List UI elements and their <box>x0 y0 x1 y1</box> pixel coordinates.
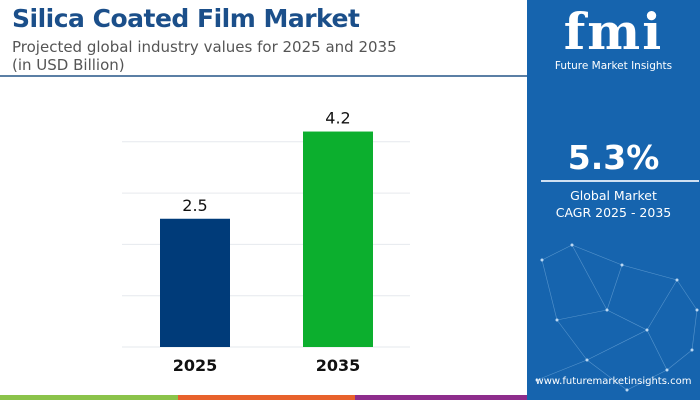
website-link[interactable]: www.futuremarketinsights.com <box>535 376 692 387</box>
page-title: Silica Coated Film Market <box>12 4 360 33</box>
brand-name: Future Market Insights <box>554 60 673 72</box>
bar-2035 <box>303 131 373 347</box>
network-decoration <box>535 243 699 392</box>
subtitle-units: (in USD Billion) <box>12 56 125 74</box>
x-tick-label: 2025 <box>173 356 218 375</box>
cagr-label: Global Market <box>570 188 657 203</box>
data-label: 4.2 <box>325 109 350 128</box>
fmi-logo: fmi <box>563 2 664 61</box>
cagr-value: 5.3% <box>567 138 660 177</box>
header-divider <box>0 75 527 77</box>
footer-stripe-orange <box>178 395 355 400</box>
x-tick-label: 2035 <box>316 356 361 375</box>
footer-stripe-green <box>0 395 178 400</box>
bar-chart: 2.5 2025 4.2 2035 <box>122 109 410 375</box>
cagr-divider <box>541 180 699 182</box>
side-panel: fmi Future Market Insights 5.3% Global M… <box>527 0 700 400</box>
data-label: 2.5 <box>182 196 207 215</box>
footer-stripe-purple <box>355 395 527 400</box>
cagr-period: CAGR 2025 - 2035 <box>555 205 672 220</box>
subtitle: Projected global industry values for 202… <box>12 38 397 56</box>
bar-2025 <box>160 218 230 347</box>
